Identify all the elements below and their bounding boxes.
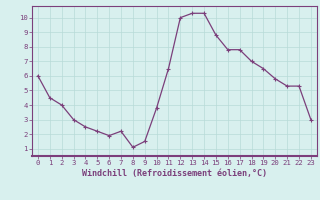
X-axis label: Windchill (Refroidissement éolien,°C): Windchill (Refroidissement éolien,°C) [82,169,267,178]
